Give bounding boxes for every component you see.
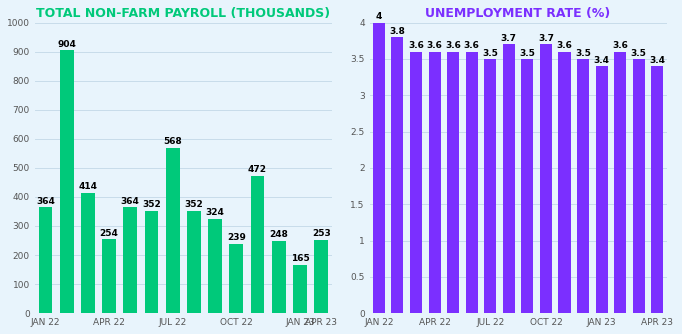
- Text: 3.6: 3.6: [464, 41, 479, 50]
- Bar: [410, 51, 422, 313]
- Bar: [81, 193, 95, 313]
- Text: 3.7: 3.7: [538, 34, 554, 43]
- Bar: [373, 22, 385, 313]
- Bar: [614, 51, 626, 313]
- Text: 3.4: 3.4: [593, 56, 610, 65]
- Bar: [391, 37, 404, 313]
- Bar: [521, 59, 533, 313]
- Text: 254: 254: [100, 228, 119, 237]
- Bar: [60, 50, 74, 313]
- Text: 364: 364: [121, 197, 140, 206]
- Bar: [251, 176, 265, 313]
- Text: 253: 253: [312, 229, 331, 238]
- Title: UNEMPLOYMENT RATE (%): UNEMPLOYMENT RATE (%): [426, 7, 610, 20]
- Bar: [633, 59, 644, 313]
- Text: 414: 414: [78, 182, 98, 191]
- Text: 3.7: 3.7: [501, 34, 517, 43]
- Text: 3.6: 3.6: [612, 41, 628, 50]
- Text: 352: 352: [185, 200, 203, 209]
- Text: 324: 324: [206, 208, 224, 217]
- Text: 3.5: 3.5: [575, 49, 591, 58]
- Text: 472: 472: [248, 165, 267, 174]
- Bar: [102, 239, 116, 313]
- Text: 3.6: 3.6: [427, 41, 443, 50]
- Bar: [38, 207, 53, 313]
- Text: 904: 904: [57, 40, 76, 49]
- Bar: [503, 44, 515, 313]
- Text: 3.5: 3.5: [482, 49, 498, 58]
- Bar: [229, 244, 243, 313]
- Text: 352: 352: [142, 200, 161, 209]
- Bar: [428, 51, 441, 313]
- Text: 248: 248: [269, 230, 288, 239]
- Text: 364: 364: [36, 197, 55, 206]
- Bar: [314, 240, 328, 313]
- Text: 3.6: 3.6: [557, 41, 572, 50]
- Text: 3.6: 3.6: [445, 41, 461, 50]
- Bar: [484, 59, 496, 313]
- Bar: [540, 44, 552, 313]
- Bar: [208, 219, 222, 313]
- Text: 3.6: 3.6: [408, 41, 424, 50]
- Bar: [651, 66, 664, 313]
- Text: 3.5: 3.5: [631, 49, 647, 58]
- Bar: [145, 211, 158, 313]
- Title: TOTAL NON-FARM PAYROLL (THOUSANDS): TOTAL NON-FARM PAYROLL (THOUSANDS): [36, 7, 330, 20]
- Text: 4: 4: [376, 12, 382, 21]
- Bar: [123, 207, 137, 313]
- Bar: [447, 51, 459, 313]
- Text: 239: 239: [227, 233, 246, 242]
- Text: 568: 568: [163, 137, 182, 146]
- Bar: [577, 59, 589, 313]
- Text: 3.4: 3.4: [649, 56, 665, 65]
- Bar: [166, 148, 179, 313]
- Text: 3.5: 3.5: [520, 49, 535, 58]
- Bar: [466, 51, 477, 313]
- Bar: [187, 211, 201, 313]
- Bar: [559, 51, 571, 313]
- Bar: [595, 66, 608, 313]
- Bar: [272, 241, 286, 313]
- Text: 3.8: 3.8: [389, 27, 405, 36]
- Bar: [293, 265, 307, 313]
- Text: 165: 165: [291, 255, 310, 264]
